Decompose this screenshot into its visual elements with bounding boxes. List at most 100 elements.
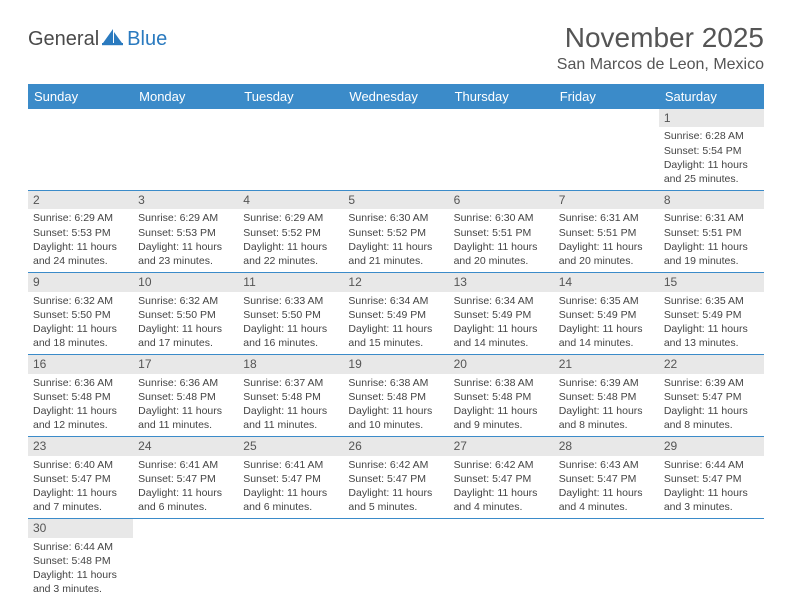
sunrise-text: Sunrise: 6:39 AM — [664, 376, 759, 390]
calendar-cell: 25Sunrise: 6:41 AMSunset: 5:47 PMDayligh… — [238, 437, 343, 519]
daylight-text: Daylight: 11 hours and 17 minutes. — [138, 322, 233, 350]
day-content: Sunrise: 6:41 AMSunset: 5:47 PMDaylight:… — [238, 456, 343, 519]
day-number: 14 — [554, 273, 659, 291]
sail-icon — [102, 28, 124, 51]
daylight-text: Daylight: 11 hours and 16 minutes. — [243, 322, 338, 350]
daylight-text: Daylight: 11 hours and 4 minutes. — [559, 486, 654, 514]
sunrise-text: Sunrise: 6:29 AM — [33, 211, 128, 225]
day-number: 19 — [343, 355, 448, 373]
sunrise-text: Sunrise: 6:32 AM — [33, 294, 128, 308]
sunset-text: Sunset: 5:50 PM — [243, 308, 338, 322]
day-number-empty — [133, 519, 238, 535]
calendar-cell: 4Sunrise: 6:29 AMSunset: 5:52 PMDaylight… — [238, 191, 343, 273]
day-content: Sunrise: 6:36 AMSunset: 5:48 PMDaylight:… — [133, 374, 238, 437]
calendar-cell: 17Sunrise: 6:36 AMSunset: 5:48 PMDayligh… — [133, 355, 238, 437]
calendar-cell — [554, 519, 659, 601]
location-text: San Marcos de Leon, Mexico — [557, 56, 764, 74]
sunset-text: Sunset: 5:52 PM — [348, 226, 443, 240]
sunset-text: Sunset: 5:53 PM — [33, 226, 128, 240]
sunset-text: Sunset: 5:48 PM — [138, 390, 233, 404]
sunrise-text: Sunrise: 6:37 AM — [243, 376, 338, 390]
daylight-text: Daylight: 11 hours and 20 minutes. — [559, 240, 654, 268]
day-number: 17 — [133, 355, 238, 373]
sunset-text: Sunset: 5:53 PM — [138, 226, 233, 240]
calendar-cell: 3Sunrise: 6:29 AMSunset: 5:53 PMDaylight… — [133, 191, 238, 273]
daylight-text: Daylight: 11 hours and 21 minutes. — [348, 240, 443, 268]
sunset-text: Sunset: 5:48 PM — [243, 390, 338, 404]
sunrise-text: Sunrise: 6:36 AM — [138, 376, 233, 390]
day-content: Sunrise: 6:35 AMSunset: 5:49 PMDaylight:… — [659, 292, 764, 355]
daylight-text: Daylight: 11 hours and 18 minutes. — [33, 322, 128, 350]
daylight-text: Daylight: 11 hours and 11 minutes. — [138, 404, 233, 432]
day-content: Sunrise: 6:28 AMSunset: 5:54 PMDaylight:… — [659, 127, 764, 190]
day-number: 21 — [554, 355, 659, 373]
sunrise-text: Sunrise: 6:43 AM — [559, 458, 654, 472]
sunrise-text: Sunrise: 6:30 AM — [454, 211, 549, 225]
sunrise-text: Sunrise: 6:35 AM — [664, 294, 759, 308]
weekday-header: Tuesday — [238, 84, 343, 109]
calendar-cell: 18Sunrise: 6:37 AMSunset: 5:48 PMDayligh… — [238, 355, 343, 437]
sunset-text: Sunset: 5:54 PM — [664, 144, 759, 158]
calendar-cell: 27Sunrise: 6:42 AMSunset: 5:47 PMDayligh… — [449, 437, 554, 519]
daylight-text: Daylight: 11 hours and 6 minutes. — [138, 486, 233, 514]
day-content: Sunrise: 6:34 AMSunset: 5:49 PMDaylight:… — [449, 292, 554, 355]
sunrise-text: Sunrise: 6:42 AM — [454, 458, 549, 472]
daylight-text: Daylight: 11 hours and 20 minutes. — [454, 240, 549, 268]
weekday-header: Thursday — [449, 84, 554, 109]
calendar-cell: 30Sunrise: 6:44 AMSunset: 5:48 PMDayligh… — [28, 519, 133, 601]
daylight-text: Daylight: 11 hours and 24 minutes. — [33, 240, 128, 268]
sunrise-text: Sunrise: 6:34 AM — [348, 294, 443, 308]
day-number: 20 — [449, 355, 554, 373]
calendar-cell: 21Sunrise: 6:39 AMSunset: 5:48 PMDayligh… — [554, 355, 659, 437]
day-content: Sunrise: 6:38 AMSunset: 5:48 PMDaylight:… — [343, 374, 448, 437]
month-title: November 2025 — [557, 22, 764, 54]
sunset-text: Sunset: 5:51 PM — [664, 226, 759, 240]
sunset-text: Sunset: 5:47 PM — [243, 472, 338, 486]
day-content: Sunrise: 6:37 AMSunset: 5:48 PMDaylight:… — [238, 374, 343, 437]
day-content: Sunrise: 6:44 AMSunset: 5:48 PMDaylight:… — [28, 538, 133, 601]
sunset-text: Sunset: 5:47 PM — [664, 472, 759, 486]
calendar-row: 9Sunrise: 6:32 AMSunset: 5:50 PMDaylight… — [28, 273, 764, 355]
day-number: 6 — [449, 191, 554, 209]
daylight-text: Daylight: 11 hours and 25 minutes. — [664, 158, 759, 186]
day-number-empty — [238, 109, 343, 125]
day-number-empty — [659, 519, 764, 535]
day-content: Sunrise: 6:31 AMSunset: 5:51 PMDaylight:… — [659, 209, 764, 272]
calendar-cell — [238, 109, 343, 191]
weekday-header: Saturday — [659, 84, 764, 109]
day-number-empty — [343, 109, 448, 125]
sunrise-text: Sunrise: 6:33 AM — [243, 294, 338, 308]
day-content: Sunrise: 6:30 AMSunset: 5:51 PMDaylight:… — [449, 209, 554, 272]
sunset-text: Sunset: 5:48 PM — [454, 390, 549, 404]
day-number: 25 — [238, 437, 343, 455]
daylight-text: Daylight: 11 hours and 10 minutes. — [348, 404, 443, 432]
daylight-text: Daylight: 11 hours and 3 minutes. — [33, 568, 128, 596]
sunrise-text: Sunrise: 6:29 AM — [243, 211, 338, 225]
day-number: 3 — [133, 191, 238, 209]
brand-logo: General Blue — [28, 22, 167, 51]
page-header: General Blue November 2025 San Marcos de… — [28, 22, 764, 74]
calendar-cell: 10Sunrise: 6:32 AMSunset: 5:50 PMDayligh… — [133, 273, 238, 355]
sunset-text: Sunset: 5:47 PM — [664, 390, 759, 404]
calendar-table: Sunday Monday Tuesday Wednesday Thursday… — [28, 84, 764, 600]
sunrise-text: Sunrise: 6:32 AM — [138, 294, 233, 308]
daylight-text: Daylight: 11 hours and 22 minutes. — [243, 240, 338, 268]
day-content: Sunrise: 6:30 AMSunset: 5:52 PMDaylight:… — [343, 209, 448, 272]
sunset-text: Sunset: 5:48 PM — [33, 390, 128, 404]
day-number: 22 — [659, 355, 764, 373]
sunrise-text: Sunrise: 6:30 AM — [348, 211, 443, 225]
sunrise-text: Sunrise: 6:41 AM — [243, 458, 338, 472]
sunset-text: Sunset: 5:52 PM — [243, 226, 338, 240]
day-number-empty — [343, 519, 448, 535]
sunset-text: Sunset: 5:48 PM — [33, 554, 128, 568]
calendar-cell: 22Sunrise: 6:39 AMSunset: 5:47 PMDayligh… — [659, 355, 764, 437]
day-number: 1 — [659, 109, 764, 127]
day-content: Sunrise: 6:41 AMSunset: 5:47 PMDaylight:… — [133, 456, 238, 519]
calendar-cell: 23Sunrise: 6:40 AMSunset: 5:47 PMDayligh… — [28, 437, 133, 519]
calendar-cell — [449, 109, 554, 191]
calendar-row: 1Sunrise: 6:28 AMSunset: 5:54 PMDaylight… — [28, 109, 764, 191]
day-number-empty — [133, 109, 238, 125]
day-number: 10 — [133, 273, 238, 291]
weekday-header: Wednesday — [343, 84, 448, 109]
calendar-cell: 9Sunrise: 6:32 AMSunset: 5:50 PMDaylight… — [28, 273, 133, 355]
